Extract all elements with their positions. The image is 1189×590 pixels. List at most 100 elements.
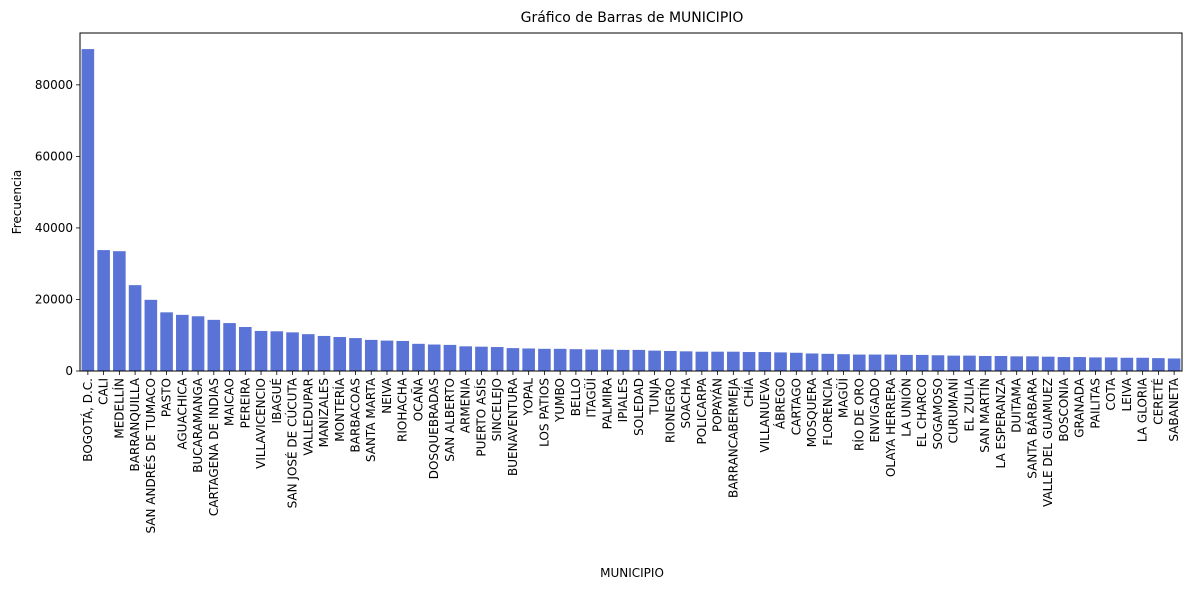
bar <box>1167 358 1181 371</box>
bar <box>632 349 646 371</box>
bar <box>852 354 866 371</box>
x-tick-label: SAN MARTÍN <box>977 378 992 453</box>
bar <box>1073 357 1086 371</box>
bar <box>333 337 347 371</box>
bar <box>1152 358 1165 371</box>
bar <box>349 338 362 371</box>
bar <box>490 347 504 371</box>
y-axis-label: Frecuencia <box>10 170 24 235</box>
bar <box>301 334 315 371</box>
x-tick-label: SANTA BÁRBARA <box>1024 377 1039 479</box>
bar <box>790 352 803 371</box>
bar <box>585 349 598 371</box>
x-tick-label: ITAGÜÍ <box>583 378 599 418</box>
bar <box>160 312 173 371</box>
x-tick-label: SABANETA <box>1167 377 1181 441</box>
x-tick-label: PAILITAS <box>1088 378 1102 429</box>
x-tick-label: FLORENCIA <box>821 377 835 445</box>
bar <box>506 348 520 371</box>
y-tick-label: 80000 <box>35 78 73 92</box>
x-tick-label: LA ESPERANZA <box>994 377 1008 468</box>
bar <box>1136 357 1149 371</box>
bar <box>947 355 961 371</box>
bar <box>742 352 756 371</box>
bar <box>931 355 945 371</box>
x-tick-label: OCAÑA <box>410 377 425 421</box>
y-tick-label: 60000 <box>35 149 73 163</box>
bar <box>758 352 772 371</box>
x-tick-label: SINCELEJO <box>490 378 504 441</box>
bar <box>97 250 110 371</box>
x-tick-label: SAN ALBERTO <box>443 378 457 462</box>
bar <box>695 351 709 371</box>
bar <box>81 49 95 371</box>
x-tick-label: LA UNIÓN <box>899 378 914 437</box>
x-tick-label: RIOHACHA <box>396 377 410 442</box>
x-tick-label: VILLANUEVA <box>758 377 772 452</box>
x-tick-label: POLICARPA <box>695 377 709 444</box>
bar <box>963 355 976 371</box>
x-tick-label: OLAYA HERRERA <box>884 377 898 477</box>
x-tick-label: MEDELLÍN <box>111 378 126 439</box>
bar <box>522 348 535 371</box>
x-tick-label: PALMIRA <box>600 377 614 429</box>
bar <box>1057 357 1071 371</box>
x-tick-label: BOSCONIA <box>1057 377 1071 441</box>
x-tick-label: ÁBREGO <box>773 378 788 429</box>
bar <box>915 354 929 371</box>
bar <box>648 350 661 371</box>
x-tick-label: LEIVA <box>1120 377 1134 411</box>
x-tick-label: RIONEGRO <box>663 378 677 443</box>
x-tick-label: PASTO <box>160 378 174 417</box>
x-tick-label: DUITAMA <box>1010 377 1024 433</box>
bar <box>727 351 740 371</box>
bar <box>1104 357 1118 371</box>
x-tick-label: BARBACOAS <box>349 378 363 452</box>
x-tick-label: LOS PATIOS <box>537 378 551 447</box>
bar <box>317 335 331 371</box>
bar <box>380 340 394 371</box>
x-tick-label: SOLEDAD <box>632 378 646 436</box>
y-tick-label: 0 <box>65 364 73 378</box>
x-tick-label: MAICAO <box>223 378 237 426</box>
x-tick-label: CARTAGO <box>789 378 803 435</box>
x-tick-label: YOPAL <box>522 378 536 417</box>
bar <box>128 285 142 371</box>
bar <box>821 353 835 371</box>
x-tick-label: NEIVA <box>380 377 394 414</box>
bar <box>113 251 126 371</box>
bar <box>837 354 850 371</box>
bar <box>443 344 457 371</box>
x-tick-label: PUERTO ASÍS <box>473 378 488 457</box>
x-tick-label: VALLE DEL GUAMUEZ <box>1041 378 1055 507</box>
x-tick-label: TUNJA <box>648 377 662 415</box>
x-axis-ticks: BOGOTÁ, D.C. CALI MEDELLÍN BARRANQUILLA SAN … <box>80 371 1181 534</box>
x-tick-label: POPAYÁN <box>710 378 725 432</box>
bar <box>805 353 819 371</box>
x-tick-label: BELLO <box>569 378 583 416</box>
bar <box>427 344 441 371</box>
bar <box>270 331 284 371</box>
x-tick-label: DOSQUEBRADAS <box>427 378 441 479</box>
x-tick-label: BARRANCABERMEJA <box>726 377 740 498</box>
x-tick-label: MANIZALES <box>317 378 331 447</box>
bar <box>475 346 488 371</box>
x-tick-label: COTA <box>1104 377 1118 410</box>
bar <box>900 354 913 371</box>
bar <box>412 343 425 371</box>
bar <box>774 352 787 371</box>
bar <box>868 354 882 371</box>
x-tick-label: BUCARAMANGA <box>191 377 205 473</box>
chart-title: Gráfico de Barras de MUNICIPIO <box>521 10 744 26</box>
bar <box>569 349 583 371</box>
bar <box>223 323 236 371</box>
x-tick-label: PEREIRA <box>238 377 252 428</box>
x-tick-label: EL CHARCO <box>915 378 929 447</box>
x-tick-label: EL ZULIA <box>962 377 976 431</box>
x-tick-label: SOACHA <box>679 377 693 428</box>
x-tick-label: RÍO DE ORO <box>851 378 866 451</box>
x-tick-label: CURUMANÍ <box>946 378 961 444</box>
bar <box>978 355 992 371</box>
x-tick-label: MAGÜÍ <box>835 378 851 418</box>
bar <box>1089 357 1102 371</box>
